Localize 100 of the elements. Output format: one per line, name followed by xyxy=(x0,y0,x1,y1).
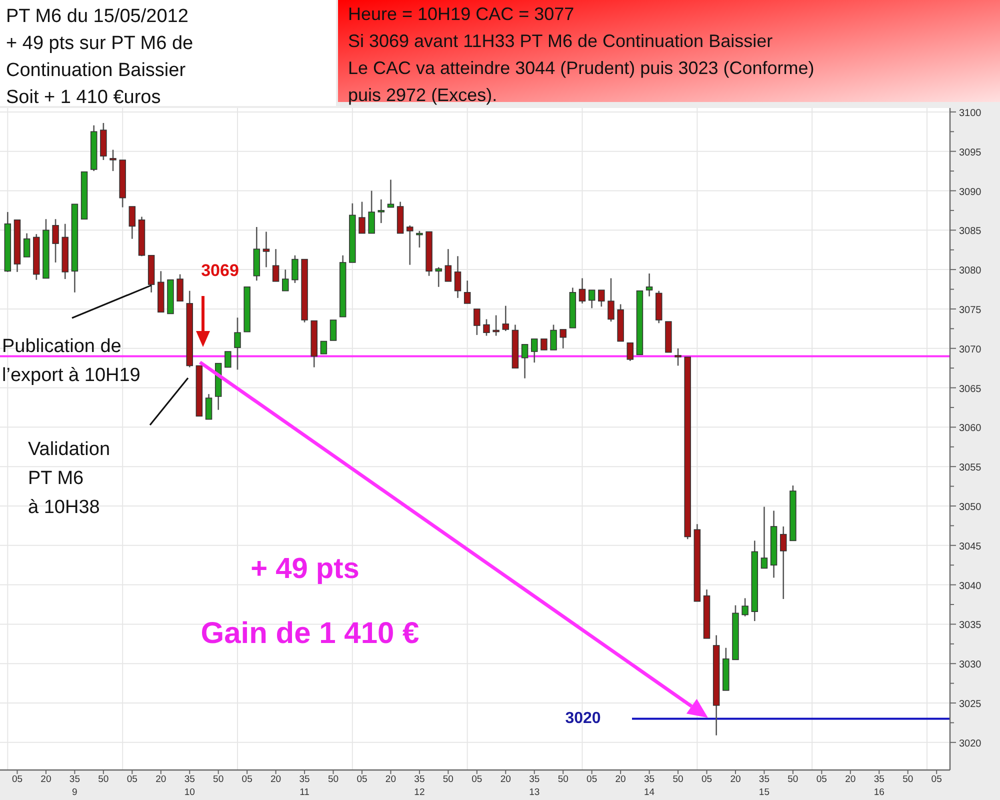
x-tick-label: 35 12 xyxy=(414,774,425,798)
candlestick xyxy=(578,278,586,304)
annotation: Gain de 1 410 € xyxy=(200,617,420,650)
candlestick xyxy=(23,232,30,258)
candlestick xyxy=(176,274,184,302)
x-tick-label: 35 13 xyxy=(529,774,540,798)
x-tick-label: 50 xyxy=(672,774,684,785)
x-tick-label: 05 xyxy=(126,774,138,785)
candlestick xyxy=(262,231,270,268)
x-tick-label: 35 10 xyxy=(184,774,195,798)
y-tick-label: 3095 xyxy=(959,147,982,158)
x-tick-label: 35 9 xyxy=(69,774,80,798)
chart-subtitle: Heure = 10H19 CAC = 3077 Si 3069 avant 11H33 PT M6 de Continuation Baissier Le CAC va atteindre 3044 (Prudent) puis 3023 (Conforme) puis 2972 (Exces). xyxy=(348,4,814,105)
candlestick xyxy=(205,393,212,420)
y-tick-label: 3060 xyxy=(959,423,982,434)
annotation: 3020 xyxy=(565,710,601,727)
y-tick-label: 3045 xyxy=(959,541,982,552)
candlestick xyxy=(760,506,768,569)
annotation: + 49 pts xyxy=(250,553,360,585)
candlestick xyxy=(416,230,423,248)
candlestick xyxy=(502,305,510,332)
candlestick xyxy=(224,351,232,368)
candlestick xyxy=(464,280,471,304)
candlestick xyxy=(234,316,241,370)
y-tick-label: 3085 xyxy=(959,226,982,238)
candlestick xyxy=(540,338,548,350)
candlestick xyxy=(387,179,394,208)
annotation: Validation PT M6 à 10H38 xyxy=(28,439,110,518)
x-tick-label: 50 xyxy=(442,774,454,785)
candlestick xyxy=(626,342,634,362)
candlestick xyxy=(368,190,375,234)
x-tick-label: 20 xyxy=(615,774,626,785)
x-tick-label: 35 16 xyxy=(874,774,884,798)
y-tick-label: 3020 xyxy=(959,738,982,750)
candlestick xyxy=(330,320,337,341)
x-tick-label: 50 xyxy=(902,774,914,785)
x-tick-label: 20 xyxy=(730,774,741,785)
x-tick-label: 05 xyxy=(242,774,252,785)
x-tick-label: 35 15 xyxy=(758,774,770,798)
y-tick-label: 3035 xyxy=(959,620,982,632)
x-tick-label: 05 xyxy=(12,774,23,785)
candlestick xyxy=(492,314,500,336)
candlestick xyxy=(588,289,596,309)
candlestick xyxy=(742,598,748,617)
candlestick xyxy=(282,268,289,292)
x-tick-label: 05 xyxy=(931,774,942,785)
x-tick-label: 35 11 xyxy=(299,774,310,798)
y-tick-label: 3080 xyxy=(959,266,982,277)
y-tick-label: 3050 xyxy=(959,502,982,513)
x-tick-label: 50 xyxy=(213,774,224,785)
candlestick xyxy=(454,256,462,299)
candlestick xyxy=(128,206,136,240)
candlestick xyxy=(406,224,414,266)
chart-title: PT M6 du 15/05/2012 + 49 pts sur PT M6 de Continuation Baissier Soit + 1 410 €uros xyxy=(6,6,194,108)
candlestick xyxy=(272,248,280,282)
candlestick xyxy=(646,272,653,298)
y-tick-label: 3030 xyxy=(959,660,982,671)
candlestick xyxy=(598,289,605,308)
candlestick xyxy=(608,278,614,322)
y-tick-label: 3055 xyxy=(959,462,982,474)
x-tick-label: 20 xyxy=(270,774,282,785)
x-tick-label: 50 xyxy=(98,774,109,785)
candlestick xyxy=(444,248,452,282)
x-tick-label: 05 xyxy=(816,774,827,785)
x-tick-label: 20 xyxy=(500,774,511,785)
x-tick-label: 05 xyxy=(701,774,712,785)
x-tick-label: 20 xyxy=(385,774,396,785)
x-tick-label: 20 xyxy=(845,774,856,785)
x-tick-label: 50 xyxy=(788,774,798,785)
candlestick xyxy=(358,201,366,234)
x-tick-label: 05 xyxy=(586,774,598,785)
candlestick xyxy=(435,266,442,288)
candlestick xyxy=(52,218,59,264)
x-tick-label: 50 xyxy=(558,774,568,785)
annotation: 3069 xyxy=(201,261,239,280)
y-tick-label: 3025 xyxy=(959,699,982,710)
candlestick xyxy=(320,340,328,354)
candlestick xyxy=(550,324,557,351)
candlestick xyxy=(378,198,385,224)
annotation: Publication de l’export à 10H19 xyxy=(2,336,140,386)
y-tick-label: 3090 xyxy=(959,186,982,198)
y-tick-label: 3100 xyxy=(959,108,982,119)
y-tick-label: 3040 xyxy=(959,580,982,592)
y-tick-label: 3075 xyxy=(959,304,982,316)
x-tick-label: 35 14 xyxy=(644,774,655,798)
candlestick xyxy=(674,348,682,366)
x-tick-label: 20 xyxy=(156,774,166,785)
candlestick xyxy=(531,338,538,364)
candlestick xyxy=(780,526,787,600)
x-tick-label: 20 xyxy=(40,774,52,785)
candlestick xyxy=(110,149,116,172)
candlestick xyxy=(560,328,566,350)
y-tick-label: 3065 xyxy=(959,384,982,395)
candlestick xyxy=(521,344,528,379)
y-tick-label: 3070 xyxy=(959,344,982,356)
x-tick-label: 50 xyxy=(328,774,339,785)
candlestick xyxy=(474,308,480,336)
candlestick xyxy=(483,318,490,336)
x-tick-label: 05 xyxy=(472,774,482,785)
x-tick-label: 05 xyxy=(356,774,368,785)
